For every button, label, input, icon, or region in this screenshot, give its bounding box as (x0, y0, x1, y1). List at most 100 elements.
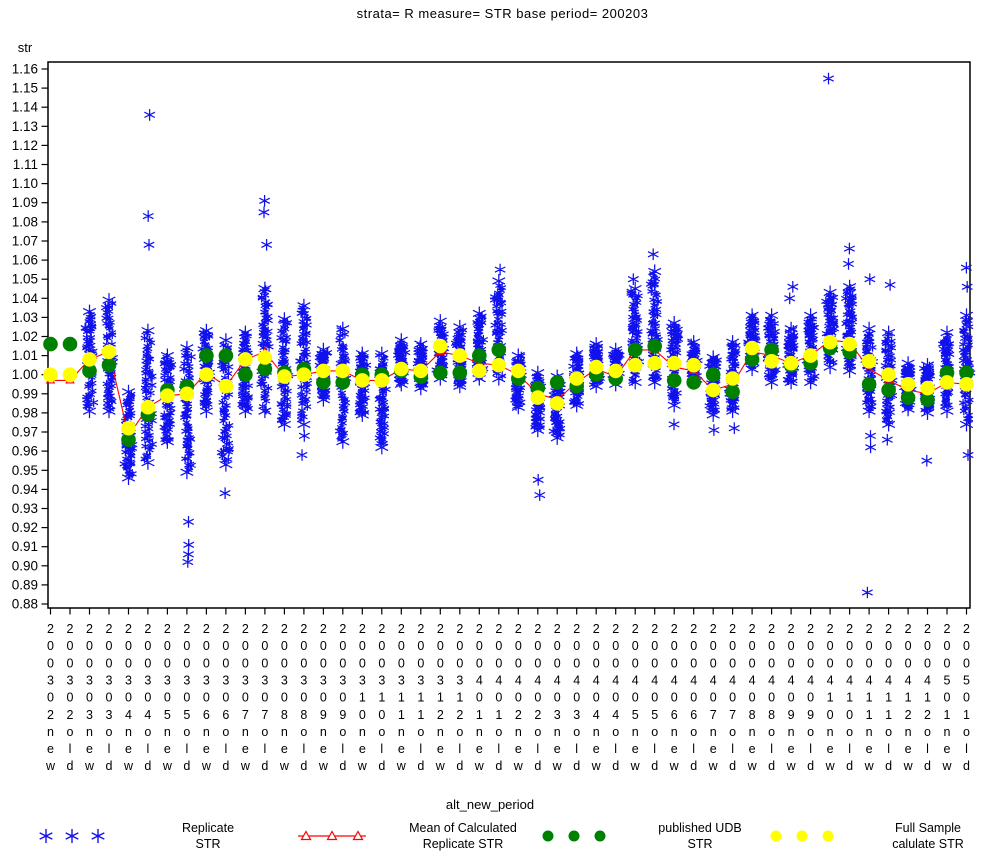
svg-text:0: 0 (827, 656, 834, 670)
svg-text:4: 4 (690, 674, 697, 688)
svg-text:0: 0 (281, 691, 288, 705)
svg-text:w: w (240, 759, 251, 773)
svg-text:0: 0 (944, 691, 951, 705)
svg-text:0: 0 (632, 691, 639, 705)
svg-text:0: 0 (125, 656, 132, 670)
svg-text:0: 0 (749, 656, 756, 670)
svg-text:l: l (69, 742, 72, 756)
svg-text:1: 1 (398, 691, 405, 705)
svg-text:1: 1 (885, 708, 892, 722)
svg-text:0: 0 (86, 656, 93, 670)
svg-text:0: 0 (261, 691, 268, 705)
replicate-cluster (958, 261, 976, 461)
svg-text:4: 4 (125, 708, 132, 722)
svg-text:e: e (320, 742, 327, 756)
replicate-asterisks-icon (39, 829, 105, 843)
svg-text:0.98: 0.98 (12, 405, 38, 420)
svg-text:2: 2 (378, 622, 385, 636)
y-axis: 0.88 0.89 0.90 0.91 0.92 0.93 0.94 0.95 0.96 0.97… (12, 62, 48, 612)
svg-text:n: n (86, 725, 93, 739)
svg-text:0: 0 (690, 639, 697, 653)
svg-text:l: l (497, 742, 500, 756)
svg-text:2: 2 (846, 622, 853, 636)
svg-text:o: o (651, 725, 658, 739)
svg-text:2: 2 (807, 622, 814, 636)
svg-text:d: d (768, 759, 775, 773)
svg-text:0: 0 (651, 656, 658, 670)
svg-text:2: 2 (222, 622, 229, 636)
svg-text:o: o (339, 725, 346, 739)
svg-text:0: 0 (612, 691, 619, 705)
svg-text:2: 2 (827, 622, 834, 636)
svg-text:8: 8 (300, 708, 307, 722)
svg-text:l: l (887, 742, 890, 756)
svg-text:0: 0 (768, 691, 775, 705)
svg-text:0: 0 (359, 639, 366, 653)
svg-text:w: w (708, 759, 719, 773)
svg-text:0: 0 (164, 639, 171, 653)
svg-text:0: 0 (690, 691, 697, 705)
svg-text:o: o (807, 725, 814, 739)
svg-text:2: 2 (924, 708, 931, 722)
legend-item-full-sample: Full Sample calulate STR (766, 820, 1005, 852)
svg-text:0: 0 (125, 691, 132, 705)
svg-text:4: 4 (515, 674, 522, 688)
svg-text:5: 5 (183, 708, 190, 722)
svg-text:w: w (474, 759, 485, 773)
svg-text:0: 0 (339, 639, 346, 653)
replicate-cluster (860, 273, 879, 599)
svg-text:3: 3 (106, 674, 113, 688)
svg-text:o: o (144, 725, 151, 739)
svg-text:1.00: 1.00 (12, 367, 38, 382)
svg-text:w: w (123, 759, 134, 773)
svg-text:2: 2 (593, 622, 600, 636)
svg-text:7: 7 (242, 708, 249, 722)
svg-text:3: 3 (106, 708, 113, 722)
svg-text:0: 0 (593, 639, 600, 653)
svg-text:d: d (183, 759, 190, 773)
svg-text:l: l (809, 742, 812, 756)
svg-text:1.10: 1.10 (12, 176, 38, 191)
svg-text:0: 0 (788, 656, 795, 670)
svg-text:o: o (495, 725, 502, 739)
svg-text:1: 1 (417, 691, 424, 705)
svg-text:d: d (378, 759, 385, 773)
svg-text:w: w (630, 759, 641, 773)
svg-text:0: 0 (924, 639, 931, 653)
svg-text:e: e (905, 742, 912, 756)
svg-text:e: e (47, 742, 54, 756)
svg-text:2: 2 (242, 622, 249, 636)
svg-text:1: 1 (437, 691, 444, 705)
svg-text:0: 0 (437, 656, 444, 670)
svg-text:1.14: 1.14 (12, 100, 39, 115)
svg-text:8: 8 (768, 708, 775, 722)
svg-text:2: 2 (515, 708, 522, 722)
svg-text:2: 2 (125, 622, 132, 636)
svg-text:l: l (264, 742, 267, 756)
svg-text:2: 2 (632, 622, 639, 636)
svg-text:0: 0 (242, 656, 249, 670)
svg-text:l: l (653, 742, 656, 756)
svg-text:0: 0 (807, 639, 814, 653)
svg-text:2: 2 (437, 708, 444, 722)
svg-text:o: o (846, 725, 853, 739)
svg-text:l: l (536, 742, 539, 756)
svg-text:2: 2 (710, 622, 717, 636)
svg-text:3: 3 (164, 674, 171, 688)
svg-text:0: 0 (573, 656, 580, 670)
svg-text:4: 4 (651, 674, 658, 688)
svg-text:2: 2 (944, 622, 951, 636)
svg-text:d: d (534, 759, 541, 773)
svg-text:o: o (183, 725, 190, 739)
svg-text:0: 0 (866, 656, 873, 670)
svg-text:2: 2 (398, 622, 405, 636)
svg-text:0: 0 (827, 639, 834, 653)
svg-text:o: o (885, 725, 892, 739)
full-sample-points (43, 334, 974, 436)
svg-text:2: 2 (183, 622, 190, 636)
svg-text:l: l (458, 742, 461, 756)
svg-text:l: l (303, 742, 306, 756)
svg-text:3: 3 (300, 674, 307, 688)
svg-text:0: 0 (729, 691, 736, 705)
